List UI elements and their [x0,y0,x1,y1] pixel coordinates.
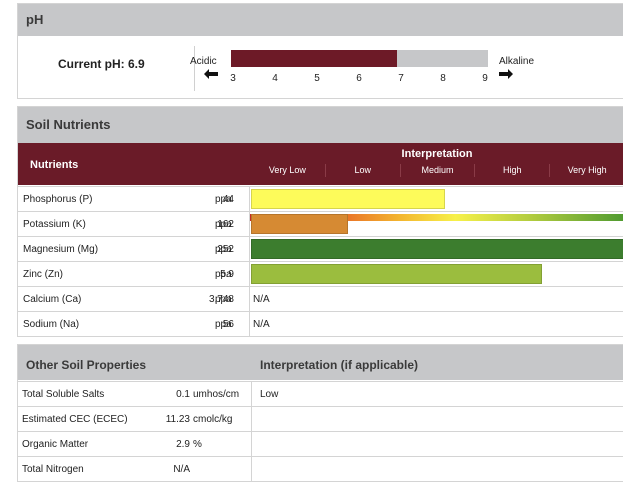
nutrient-name: Potassium (K) [23,219,86,230]
soil-nutrients-title: Soil Nutrients [18,107,623,143]
other-properties-header: Other Soil Properties Interpretation (if… [18,345,623,380]
table-row: Total Soluble Salts 0.1 umhos/cm Low [18,381,623,407]
nutrient-unit: ppa [215,319,232,330]
column-divider [249,312,250,337]
ph-tick-label: 5 [314,73,320,84]
property-value: 2.9 [176,439,190,450]
nutrient-value: 56 [222,319,234,330]
property-unit: cmolc/kg [193,414,233,425]
current-ph: Current pH: 6.9 [58,57,145,71]
nutrient-unit: ppa [215,194,232,205]
nutrient-name: Sodium (Na) [23,319,80,330]
nutrient-value: 162 [217,219,234,230]
ph-tick-label: 3 [230,73,236,84]
table-row: Potassium (K) 162 ppa [18,211,623,237]
property-value: 0.1 [176,389,190,400]
ph-panel: pH Current pH: 6.9 Acidic Alkaline 3 4 5 6 7… [17,3,623,99]
nutrient-level-bar [251,214,348,234]
other-properties-title: Other Soil Properties [26,358,147,372]
column-divider [249,212,250,237]
nutrient-unit: ppa [215,244,232,255]
property-name: Organic Matter [22,439,89,450]
ph-level-fill [231,50,397,67]
nutrient-unit: ppa [215,219,232,230]
nutrient-value: 252 [217,244,234,255]
ph-divider [194,46,195,91]
property-value: N/A [173,464,190,475]
nutrient-value: 44 [222,194,234,205]
arrow-left-icon [204,66,218,82]
property-value: 11.23 [165,414,190,425]
interpretation-category: Very High [549,164,623,177]
interpretation-category: Medium [399,164,475,177]
ph-scale-bar [231,50,488,67]
property-unit: % [193,439,202,450]
nutrients-header: Nutrients Interpretation Very Low Low Medi… [18,143,623,221]
nutrient-name: Zinc (Zn) [23,269,63,280]
column-divider [251,382,252,407]
property-unit: umhos/cm [193,389,240,400]
table-row: Estimated CEC (ECEC) 11.23 cmolc/kg [18,406,623,432]
other-properties-panel: Other Soil Properties Interpretation (if… [17,344,623,482]
column-divider [249,262,250,287]
acidic-label: Acidic [190,56,217,67]
property-interpretation: Low [260,389,279,400]
property-name: Total Soluble Salts [22,389,105,400]
column-divider [251,407,252,432]
nutrient-interpretation: N/A [253,294,270,305]
interpretation-category: Low [324,164,400,177]
property-name: Estimated CEC (ECEC) [22,414,128,425]
nutrient-level-bar [251,189,445,209]
nutrient-level-bar [251,239,623,259]
column-divider [249,187,250,212]
table-row: Organic Matter 2.9% [18,431,623,457]
interpretation-category: Very Low [268,165,306,175]
ph-tick-label: 8 [440,73,446,84]
other-interpretation-label: Interpretation (if applicable) [260,358,419,372]
nutrient-level-bar [251,264,542,284]
ph-title: pH [18,4,623,36]
interpretation-label: Interpretation [401,148,473,160]
table-row: Sodium (Na) 56 ppa N/A [18,311,623,337]
nutrient-unit: ppa [215,294,232,305]
nutrient-value: 3,748 [208,294,234,305]
column-divider [251,457,252,482]
column-divider [251,432,252,457]
nutrient-unit: ppa [215,269,232,280]
interpretation-gradient [250,214,623,221]
interpretation-category: High [474,164,549,177]
nutrient-name: Calcium (Ca) [23,294,82,305]
nutrients-column-label: Nutrients [30,159,79,171]
column-divider [249,287,250,312]
ph-tick-label: 4 [272,73,278,84]
column-divider [249,237,250,262]
property-name: Total Nitrogen [22,464,84,475]
arrow-right-icon [499,66,513,82]
ph-tick-label: 7 [398,73,404,84]
ph-tick-label: 9 [482,73,488,84]
alkaline-label: Alkaline [499,56,535,67]
nutrient-interpretation: N/A [253,319,270,330]
nutrient-name: Magnesium (Mg) [23,244,99,255]
table-row: Phosphorus (P) 44 ppa [18,186,623,212]
nutrient-value: 5.9 [220,269,234,280]
nutrient-name: Phosphorus (P) [23,194,93,205]
table-row: Zinc (Zn) 5.9 ppa [18,261,623,287]
table-row: Calcium (Ca) 3,748 ppa N/A [18,286,623,312]
table-row: Magnesium (Mg) 252 ppa [18,236,623,262]
table-row: Total Nitrogen N/A [18,456,623,482]
soil-nutrients-panel: Soil Nutrients Nutrients Interpretation … [17,106,623,337]
ph-tick-label: 6 [356,73,362,84]
